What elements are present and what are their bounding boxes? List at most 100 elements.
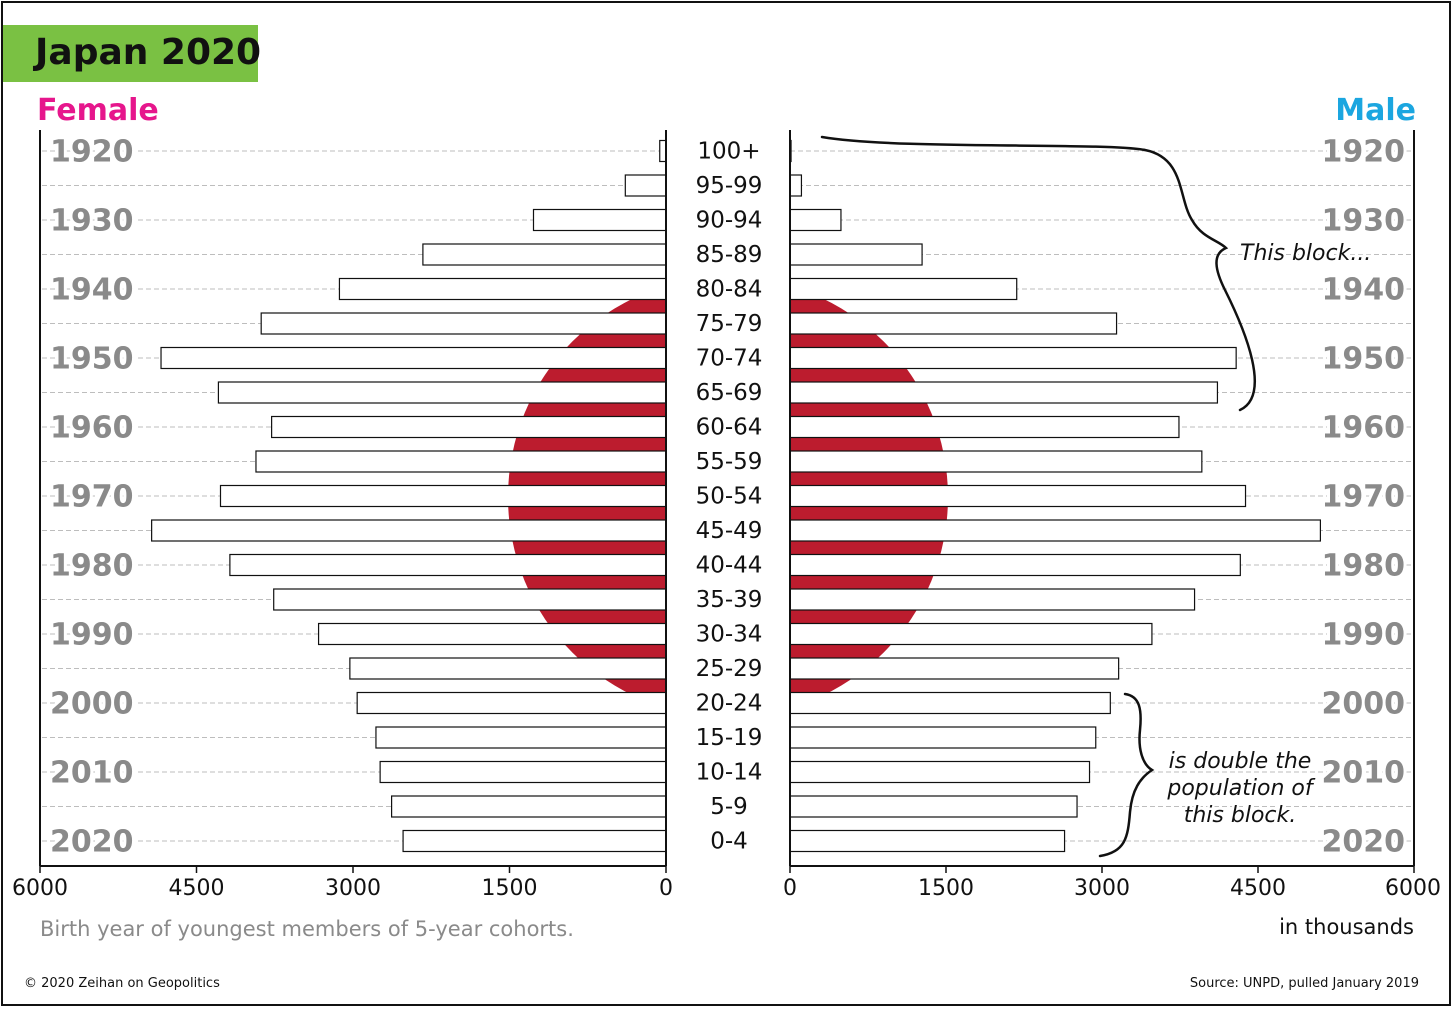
annotation-double-line: this block. [1184,803,1297,828]
female-bar [160,346,667,370]
male-bar [789,381,1219,404]
female-tick-label: 1500 [482,876,538,901]
birth-year-label-male: 1980 [1322,549,1406,584]
female-bar [217,381,667,404]
male-bar [789,208,842,232]
birth-year-label-male: 1960 [1322,411,1406,446]
birth-year-label-female: 2000 [50,687,134,722]
age-group-label: 60-64 [696,415,763,441]
age-group-label: 55-59 [696,449,763,475]
female-bar [260,312,667,335]
birth-year-label-female: 2020 [50,825,134,860]
age-group-label: 65-69 [696,380,763,406]
age-group-label: 15-19 [696,725,763,751]
copyright: © 2020 Zeihan on Geopolitics [24,976,220,991]
birth-year-label-female: 1930 [50,204,134,239]
birth-year-label-male: 2020 [1322,825,1406,860]
annotation-double-line: is double the [1169,749,1312,774]
female-bar [379,760,667,784]
male-bar [789,346,1237,370]
female-bar [271,415,667,439]
age-group-label: 75-79 [696,311,763,337]
annotation-this-block: This block... [1240,241,1371,266]
birth-year-label-male: 1970 [1322,480,1406,515]
top-bracket [820,135,1256,412]
age-group-label: 0-4 [710,829,748,855]
source-note: Source: UNPD, pulled January 2019 [1189,976,1419,991]
age-group-label: 30-34 [696,622,763,648]
age-group-label: 10-14 [696,760,763,786]
birth-year-label-female: 1960 [50,411,134,446]
age-group-label: 50-54 [696,484,763,510]
female-tick-label: 4500 [169,876,225,901]
female-bar [375,726,667,749]
female-bar [338,277,667,301]
male-bar [789,726,1097,749]
male-bar [789,760,1091,784]
birth-year-label-male: 1920 [1322,135,1406,170]
male-bar [789,519,1322,542]
male-label: Male [1335,93,1416,128]
male-tick-label: 6000 [1385,876,1441,901]
male-bar [789,484,1247,508]
birth-year-label-female: 1940 [50,273,134,308]
male-tick-label: 4500 [1230,876,1286,901]
birth-year-label-female: 1950 [50,342,134,377]
male-bar [789,415,1180,439]
age-group-label: 40-44 [696,553,763,579]
female-bar [273,588,667,611]
age-group-label: 100+ [697,139,760,165]
female-label: Female [37,93,159,128]
birth-year-note: Birth year of youngest members of 5-year… [40,917,574,941]
age-group-label: 45-49 [696,518,763,544]
female-bar [402,829,667,853]
male-bar [789,657,1120,680]
units-label: in thousands [1279,915,1414,939]
age-group-label: 90-94 [696,208,763,234]
birth-year-label-female: 1990 [50,618,134,653]
birth-year-label-male: 1940 [1322,273,1406,308]
annotation-double-line: population of [1166,776,1316,801]
male-tick-label: 0 [783,876,797,901]
age-group-label: 95-99 [696,173,763,199]
male-bar [789,829,1066,853]
male-bar [789,622,1153,646]
female-tick-label: 0 [659,876,673,901]
birth-year-label-female: 2010 [50,756,134,791]
birth-year-label-male: 2010 [1322,756,1406,791]
female-bar [391,795,667,818]
age-group-label: 20-24 [696,691,763,717]
female-bar [229,553,667,577]
age-group-label: 85-89 [696,242,763,268]
birth-year-label-male: 2000 [1322,687,1406,722]
female-bar [532,208,667,232]
female-bar [624,174,667,197]
birth-year-label-female: 1920 [50,135,134,170]
age-group-label: 80-84 [696,277,763,303]
female-bar [151,519,667,542]
male-bar [789,691,1111,715]
female-bar [219,484,667,508]
female-bar [349,657,667,680]
age-group-label: 5-9 [710,794,748,820]
male-bar [789,795,1078,818]
chart-title: Japan 2020 [35,32,262,73]
male-tick-label: 3000 [1074,876,1130,901]
male-bar [789,553,1241,577]
male-bar [789,450,1203,473]
female-tick-label: 6000 [12,876,68,901]
age-group-label: 70-74 [696,346,763,372]
birth-year-label-male: 1990 [1322,618,1406,653]
male-bar [789,174,803,197]
female-tick-label: 3000 [325,876,381,901]
age-group-label: 25-29 [696,656,763,682]
male-tick-label: 1500 [918,876,974,901]
female-bar [317,622,667,646]
bottom-bracket [1098,692,1155,858]
male-bar [789,243,923,266]
male-bar [789,277,1018,301]
title-banner [3,25,258,82]
male-bar [789,588,1196,611]
